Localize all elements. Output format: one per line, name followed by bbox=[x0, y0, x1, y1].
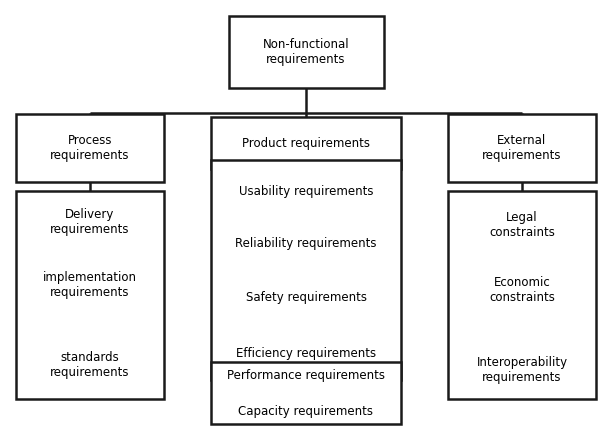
Text: implementation
requirements: implementation requirements bbox=[43, 271, 137, 299]
Text: Process
requirements: Process requirements bbox=[50, 134, 130, 162]
Text: External
requirements: External requirements bbox=[482, 134, 562, 162]
Bar bbox=[211, 160, 401, 380]
Text: Product requirements: Product requirements bbox=[242, 136, 370, 149]
Bar bbox=[211, 117, 401, 169]
Text: Capacity requirements: Capacity requirements bbox=[239, 405, 373, 419]
Text: standards
requirements: standards requirements bbox=[50, 351, 130, 379]
Bar bbox=[16, 191, 164, 399]
Text: Safety requirements: Safety requirements bbox=[245, 291, 367, 305]
Bar bbox=[448, 114, 596, 182]
Text: Interoperability
requirements: Interoperability requirements bbox=[476, 356, 567, 384]
Text: Economic
constraints: Economic constraints bbox=[489, 276, 555, 304]
Text: Usability requirements: Usability requirements bbox=[239, 185, 373, 199]
Bar bbox=[16, 114, 164, 182]
Text: Performance requirements: Performance requirements bbox=[227, 369, 385, 383]
Text: Efficiency requirements: Efficiency requirements bbox=[236, 347, 376, 360]
Text: Legal
constraints: Legal constraints bbox=[489, 211, 555, 239]
Bar bbox=[211, 362, 401, 424]
Bar bbox=[448, 191, 596, 399]
Text: Delivery
requirements: Delivery requirements bbox=[50, 208, 130, 236]
Text: Non-functional
requirements: Non-functional requirements bbox=[263, 38, 349, 66]
Bar bbox=[228, 16, 384, 88]
Text: Reliability requirements: Reliability requirements bbox=[235, 236, 377, 250]
